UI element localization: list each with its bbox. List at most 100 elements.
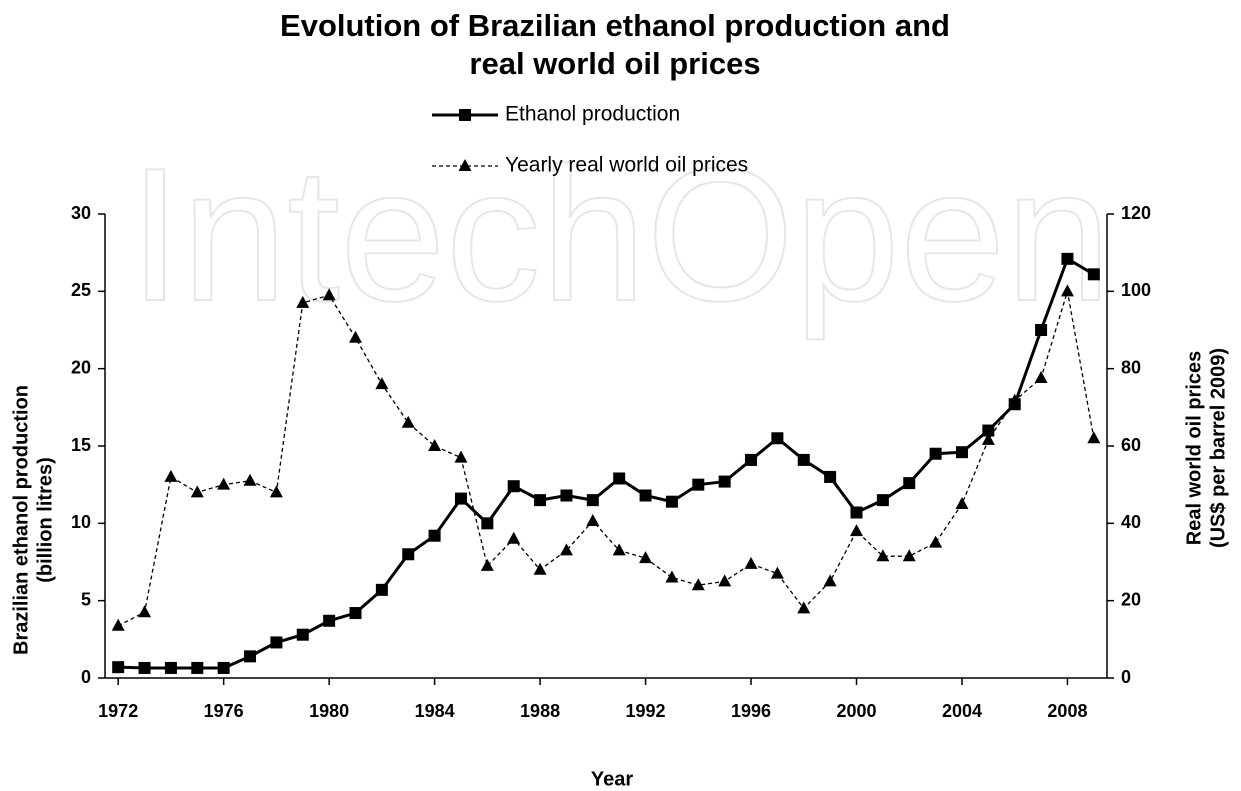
data-point — [401, 415, 415, 428]
data-point — [375, 377, 389, 390]
data-point — [745, 453, 758, 466]
data-point — [270, 636, 283, 649]
y2-tick-label: 60 — [1121, 435, 1141, 455]
data-point — [850, 506, 863, 519]
data-point — [771, 432, 784, 445]
data-point — [1087, 431, 1101, 444]
x-tick-label: 1984 — [415, 701, 455, 721]
data-point — [164, 661, 177, 674]
data-point — [1034, 370, 1048, 383]
data-point — [876, 549, 890, 562]
data-point — [665, 570, 679, 583]
data-point — [691, 578, 705, 591]
data-point — [902, 549, 916, 562]
data-point — [533, 562, 547, 575]
data-point — [586, 494, 599, 507]
chart-title: Evolution of Brazilian ethanol productio… — [280, 8, 950, 43]
data-point — [375, 583, 388, 596]
data-point — [1087, 268, 1100, 281]
data-point — [111, 618, 125, 631]
x-tick-label: 1996 — [731, 701, 771, 721]
data-point — [744, 556, 758, 569]
data-point — [665, 495, 678, 508]
y2-tick-label: 0 — [1121, 667, 1131, 687]
y-tick-label: 20 — [71, 357, 91, 377]
legend-label: Yearly real world oil prices — [505, 154, 748, 177]
data-point — [823, 574, 837, 587]
data-point — [217, 477, 231, 490]
x-tick-label: 2000 — [836, 701, 876, 721]
x-tick-label: 2008 — [1047, 701, 1087, 721]
y2-tick-label: 40 — [1121, 512, 1141, 532]
data-point — [481, 517, 494, 530]
data-point — [322, 288, 336, 301]
y2-tick-label: 120 — [1121, 203, 1151, 223]
x-tick-label: 1988 — [520, 701, 560, 721]
y-axis-label-line: Brazilian ethanol production — [10, 385, 32, 655]
data-point — [824, 470, 837, 483]
data-point — [349, 607, 362, 620]
data-point — [190, 485, 204, 498]
data-point — [454, 450, 468, 463]
legend-item: Yearly real world oil prices — [432, 154, 748, 177]
legend-label: Ethanol production — [505, 103, 680, 126]
data-point — [428, 439, 442, 451]
data-point — [929, 447, 942, 460]
data-point — [454, 492, 467, 505]
data-point — [217, 661, 230, 674]
data-point — [639, 489, 652, 502]
y-tick-label: 15 — [71, 435, 91, 455]
data-point — [718, 574, 732, 587]
x-tick-label: 1976 — [204, 701, 244, 721]
data-point — [507, 480, 520, 493]
legend-marker — [459, 109, 471, 121]
y2-axis-label-line: (US$ per barrel 2009) — [1207, 348, 1229, 548]
chart-title: real world oil prices — [469, 46, 760, 81]
data-point — [718, 475, 731, 488]
y2-tick-label: 20 — [1121, 589, 1141, 609]
data-point — [612, 543, 626, 556]
data-point — [296, 295, 310, 308]
data-point — [560, 489, 573, 502]
series-line — [117, 291, 1095, 627]
data-point — [402, 548, 415, 561]
data-point — [349, 330, 362, 343]
data-point — [955, 446, 968, 459]
data-point — [876, 494, 889, 507]
data-point — [613, 472, 626, 485]
data-point — [244, 650, 257, 663]
data-point — [191, 661, 204, 674]
data-point — [955, 497, 969, 509]
data-point — [903, 477, 916, 490]
data-point — [296, 628, 309, 641]
y-tick-label: 5 — [81, 589, 91, 609]
data-point — [1061, 252, 1074, 265]
legend-marker — [458, 159, 472, 171]
watermark: IntechOpen — [129, 129, 1111, 341]
data-point — [534, 494, 547, 507]
y2-tick-label: 100 — [1121, 280, 1151, 300]
data-point — [164, 469, 178, 482]
y-tick-label: 0 — [81, 667, 91, 687]
y2-tick-label: 80 — [1121, 357, 1141, 377]
data-point — [138, 661, 151, 674]
x-tick-label: 1972 — [98, 701, 138, 721]
data-point — [269, 485, 283, 498]
data-point — [559, 543, 573, 556]
y2-axis-label: Real world oil prices (US$ per barrel 20… — [1183, 348, 1229, 548]
data-point — [428, 529, 441, 542]
data-point — [323, 614, 336, 627]
data-point — [1035, 324, 1048, 336]
data-point — [982, 424, 995, 437]
data-point — [1008, 393, 1022, 406]
y-tick-label: 25 — [71, 280, 91, 300]
data-point — [770, 566, 784, 579]
data-point — [507, 531, 521, 544]
data-point — [138, 605, 152, 618]
data-point — [1060, 284, 1074, 297]
data-point — [797, 601, 811, 614]
y-tick-label: 10 — [71, 512, 91, 532]
x-tick-label: 1980 — [309, 701, 349, 721]
x-tick-label: 1992 — [626, 701, 666, 721]
data-point — [480, 558, 494, 571]
